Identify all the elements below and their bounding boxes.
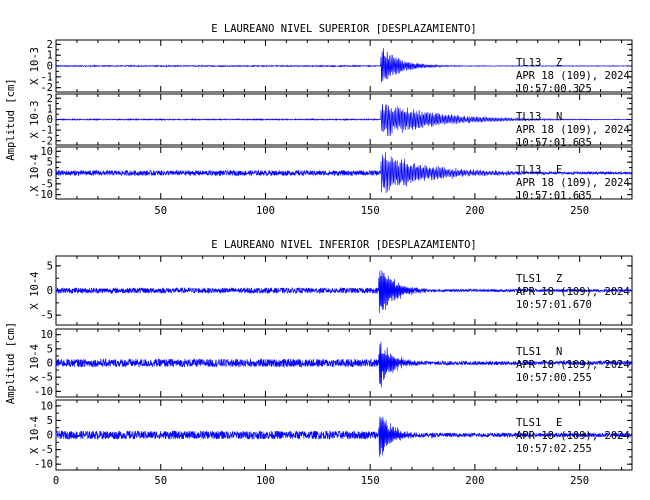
y-tick-label: 5: [47, 157, 53, 169]
y-tick-label: 5: [47, 343, 53, 355]
component-label: E: [556, 417, 562, 429]
y-tick-label: -5: [40, 310, 53, 322]
station-label: TL13: [516, 164, 541, 176]
x-tick-label: 50: [154, 205, 167, 217]
y-tick-label: -10: [34, 189, 53, 201]
x-tick-label: 100: [256, 205, 275, 217]
component-label: E: [556, 164, 562, 176]
component-label: N: [556, 111, 562, 123]
scale-factor-label: X 10-4: [29, 272, 41, 310]
scale-factor-label: X 10-4: [29, 344, 41, 382]
y-axis-label: Amplitud [cm]: [5, 78, 17, 160]
y-tick-label: 0: [47, 168, 53, 180]
time-label: 10:57:00.325: [516, 83, 592, 95]
waveform-trace: [55, 104, 633, 137]
y-tick-label: 2: [47, 93, 53, 105]
component-label: Z: [556, 273, 562, 285]
y-tick-label: 10: [40, 146, 53, 158]
x-tick-label: 150: [361, 475, 380, 487]
y-tick-label: 10: [40, 329, 53, 341]
station-label: TLS1: [516, 346, 541, 358]
y-tick-label: 5: [47, 260, 53, 272]
x-tick-label: 150: [361, 205, 380, 217]
x-tick-label: 200: [465, 205, 484, 217]
chart-group-2: E LAUREANO NIVEL INFERIOR [DESPLAZAMIENT…: [5, 239, 633, 487]
y-tick-label: -2: [40, 135, 53, 147]
y-tick-label: 0: [47, 285, 53, 297]
x-tick-label: 250: [570, 475, 589, 487]
y-tick-label: -1: [40, 71, 53, 83]
y-tick-label: -5: [40, 178, 53, 190]
scale-factor-label: X 10-3: [29, 101, 41, 139]
time-label: 10:57:02.255: [516, 443, 592, 455]
y-tick-label: 10: [40, 400, 53, 412]
y-tick-label: -2: [40, 82, 53, 94]
y-tick-label: 0: [47, 358, 53, 370]
date-label: APR 18 (109), 2024: [516, 430, 630, 442]
y-tick-label: 0: [47, 430, 53, 442]
station-label: TL13: [516, 111, 541, 123]
time-label: 10:57:01.670: [516, 299, 592, 311]
station-label: TLS1: [516, 273, 541, 285]
chart-title: E LAUREANO NIVEL SUPERIOR [DESPLAZAMIENT…: [211, 23, 477, 35]
chart-title: E LAUREANO NIVEL INFERIOR [DESPLAZAMIENT…: [211, 239, 477, 251]
y-tick-label: 2: [47, 39, 53, 51]
y-tick-label: 5: [47, 415, 53, 427]
y-tick-label: -10: [34, 459, 53, 471]
time-label: 10:57:01.635: [516, 190, 592, 202]
date-label: APR 18 (109), 2024: [516, 359, 630, 371]
component-label: Z: [556, 57, 562, 69]
x-tick-label: 250: [570, 205, 589, 217]
x-tick-label: 200: [465, 475, 484, 487]
y-axis-label: Amplitud [cm]: [5, 322, 17, 404]
y-tick-label: -1: [40, 125, 53, 137]
component-label: N: [556, 346, 562, 358]
date-label: APR 18 (109), 2024: [516, 70, 630, 82]
x-tick-label: 100: [256, 475, 275, 487]
y-tick-label: 1: [47, 103, 53, 115]
date-label: APR 18 (109), 2024: [516, 286, 630, 298]
station-label: TLS1: [516, 417, 541, 429]
waveform-trace: [55, 48, 633, 83]
y-tick-label: -5: [40, 372, 53, 384]
x-tick-label: 50: [154, 475, 167, 487]
waveform-trace: [55, 416, 633, 457]
date-label: APR 18 (109), 2024: [516, 177, 630, 189]
waveform-trace: [55, 341, 633, 388]
station-label: TL13: [516, 57, 541, 69]
scale-factor-label: X 10-4: [29, 416, 41, 454]
scale-factor-label: X 10-4: [29, 154, 41, 192]
y-tick-label: 0: [47, 61, 53, 73]
x-tick-label: 0: [53, 475, 59, 487]
date-label: APR 18 (109), 2024: [516, 124, 630, 136]
time-label: 10:57:00.255: [516, 372, 592, 384]
waveform-trace: [55, 270, 633, 314]
waveform-trace: [55, 152, 633, 194]
y-tick-label: -10: [34, 386, 53, 398]
y-tick-label: -5: [40, 444, 53, 456]
chart-group-1: E LAUREANO NIVEL SUPERIOR [DESPLAZAMIENT…: [5, 23, 633, 217]
time-label: 10:57:01.635: [516, 137, 592, 149]
scale-factor-label: X 10-3: [29, 47, 41, 85]
y-tick-label: 0: [47, 114, 53, 126]
y-tick-label: 1: [47, 50, 53, 62]
